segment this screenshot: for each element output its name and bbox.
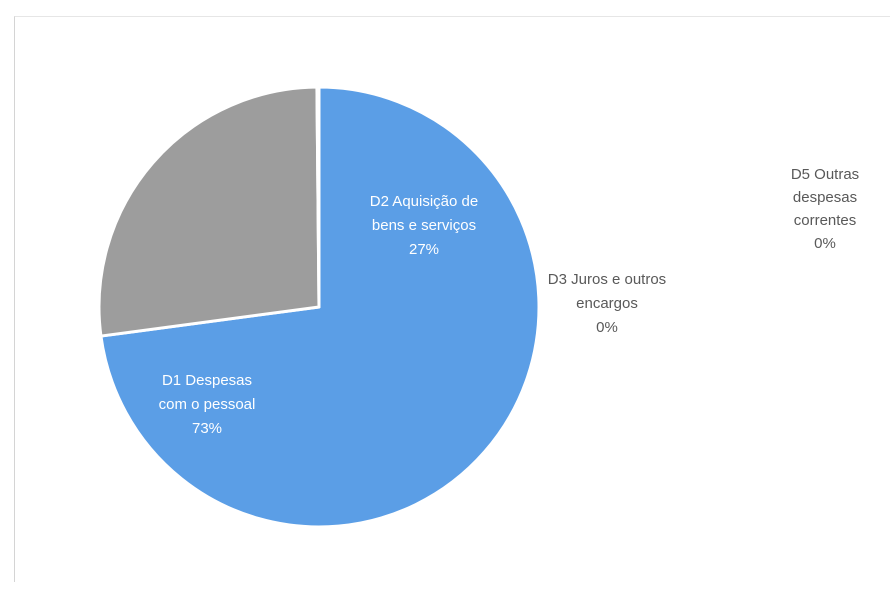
slice-label-line: encargos bbox=[576, 295, 638, 312]
slice-label-line: D1 Despesas bbox=[162, 372, 252, 389]
slice-label-line: D2 Aquisição de bbox=[370, 193, 478, 210]
slice-label-line: 0% bbox=[814, 235, 836, 252]
slice-label-line: D5 Outras bbox=[791, 166, 859, 183]
pie-slice-d2-aquisi-o-de-bens-e-servi-os bbox=[97, 85, 321, 338]
slice-label-line: correntes bbox=[794, 212, 857, 229]
slice-label-line: 0% bbox=[596, 319, 618, 336]
chart-area: D1 Despesas com o pessoal 73% D2 Aquisição … bbox=[14, 16, 890, 582]
slice-label-line: 27% bbox=[409, 241, 439, 258]
slice-label-line: D3 Juros e outros bbox=[548, 271, 666, 288]
slice-label-line: com o pessoal bbox=[159, 396, 256, 413]
pie-chart: D1 Despesas com o pessoal 73% D2 Aquisição … bbox=[97, 85, 860, 529]
pie-labels: D1 Despesas com o pessoal 73% D2 Aquisição … bbox=[159, 166, 860, 437]
slice-label-d2-aquisi-o-de-bens-e-servi-os: D2 Aquisição de bens e serviços 27% bbox=[370, 193, 478, 258]
slice-label-d1-despesas-com-o-pessoal: D1 Despesas com o pessoal 73% bbox=[159, 372, 256, 437]
slice-label-line: bens e serviços bbox=[372, 217, 476, 234]
slice-label-line: despesas bbox=[793, 189, 857, 206]
slice-label-line: 73% bbox=[192, 420, 222, 437]
pie-slice-d3-juros-e-outros-encargos bbox=[315, 85, 321, 309]
slice-label-d3-juros-e-outros-encargos: D3 Juros e outros encargos 0% bbox=[548, 271, 666, 336]
slice-label-d5-outras-despesas-correntes: D5 Outras despesas correntes 0% bbox=[791, 166, 859, 252]
pie-slices bbox=[97, 85, 541, 529]
